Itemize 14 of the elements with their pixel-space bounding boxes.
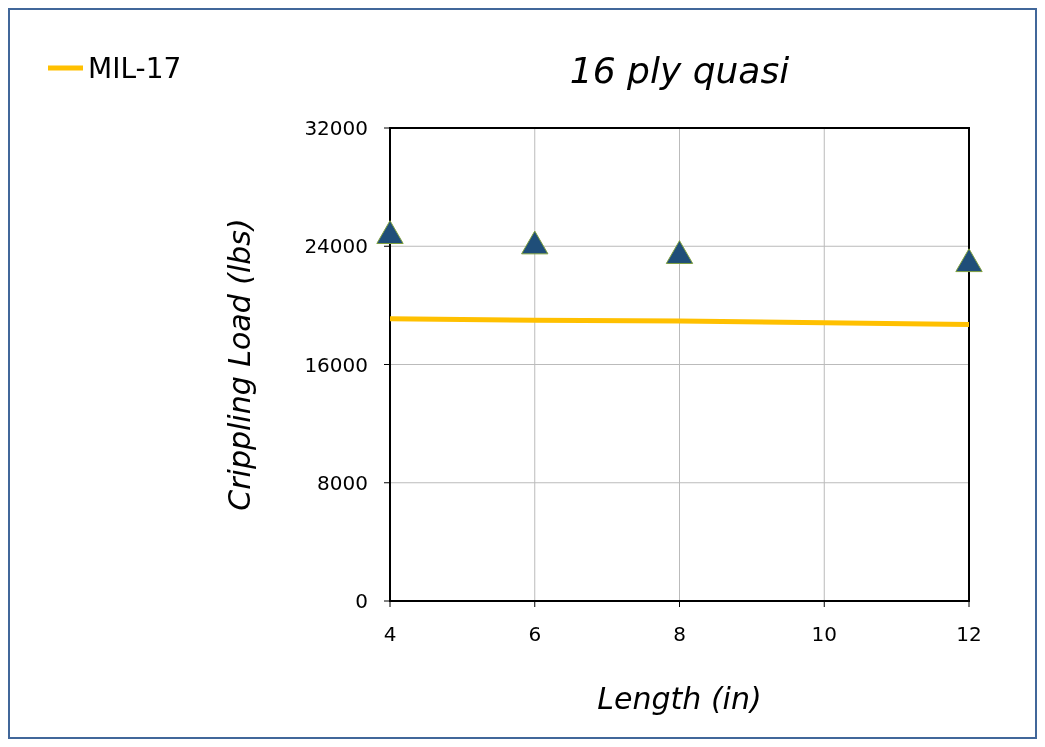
x-axis-title: Length (in) [597,681,762,716]
x-tick-label: 6 [528,622,542,646]
x-tick-label: 8 [673,622,686,646]
x-tick-label: 10 [811,622,837,646]
y-tick-label: 32000 [304,116,368,140]
y-tick-label: 8000 [317,470,368,495]
y-tick-label: 16000 [304,352,368,377]
y-axis-title: Crippling Load (lbs) [222,218,257,511]
y-tick-label: 24000 [304,234,368,259]
x-tick-label: 4 [383,622,397,646]
y-tick-label: 0 [355,589,368,613]
legend-label: MIL-17 [88,52,182,85]
x-tick-label: 12 [956,622,982,646]
chart-title: 16 ply quasi [569,50,790,91]
